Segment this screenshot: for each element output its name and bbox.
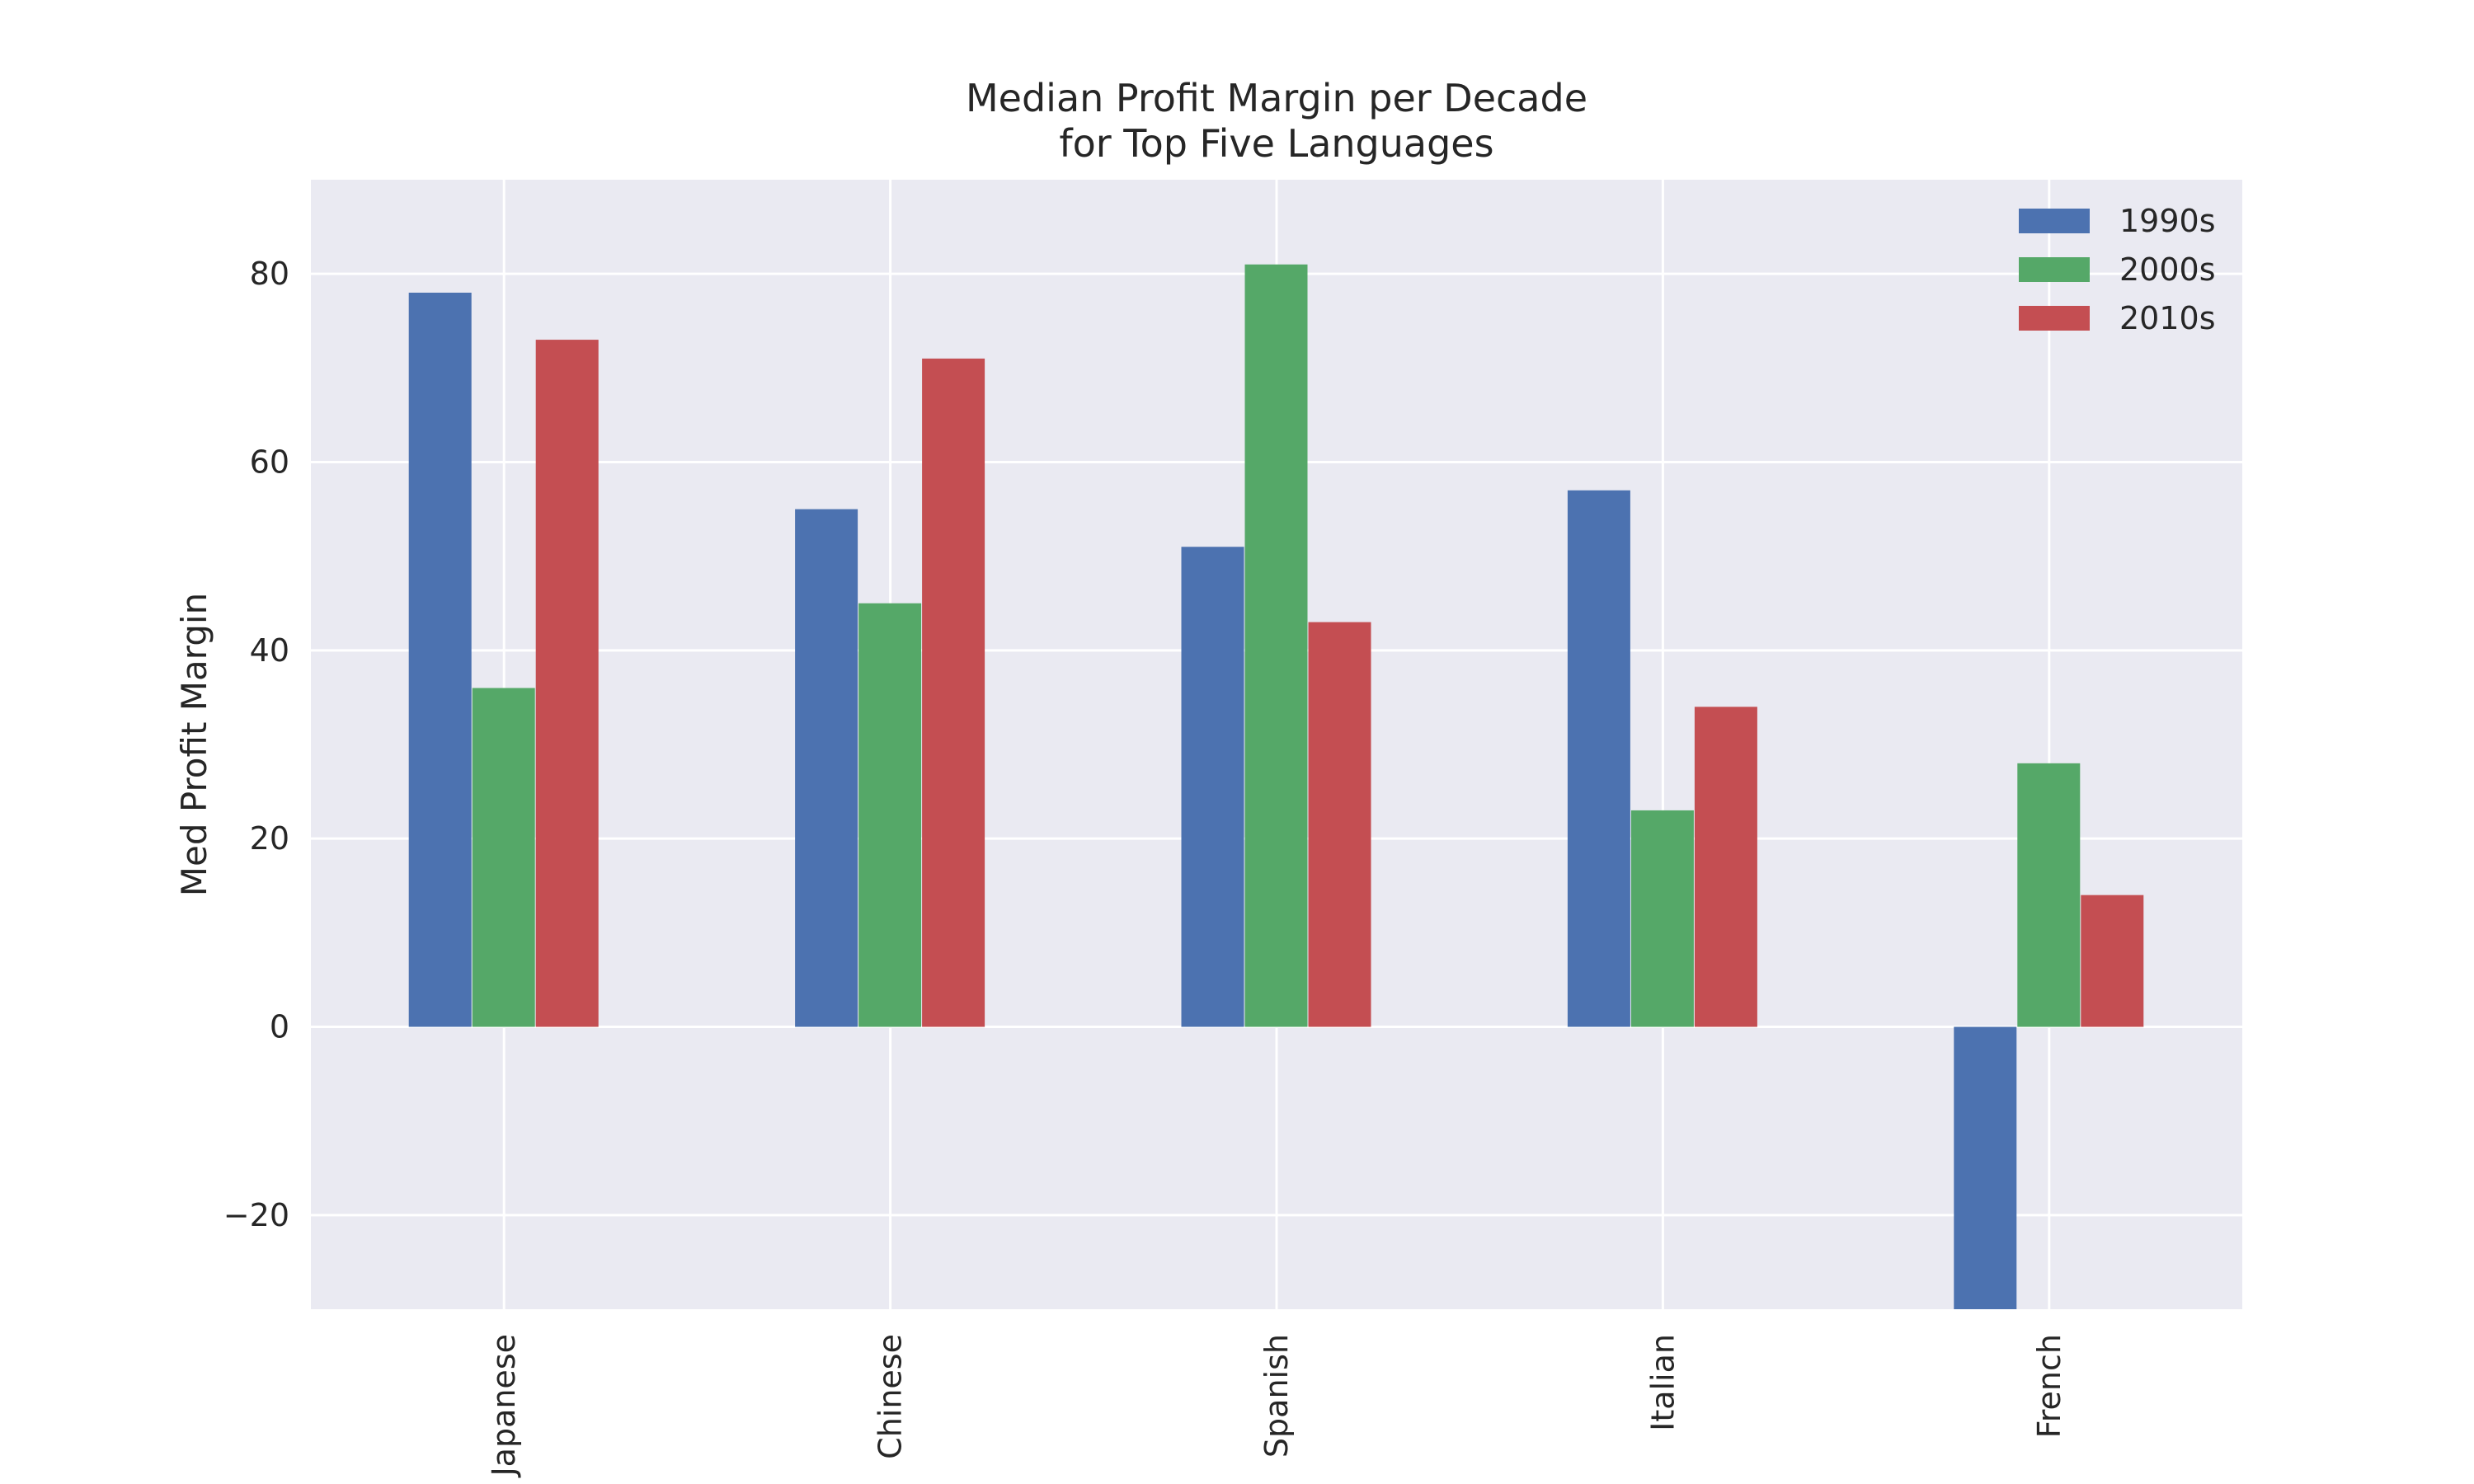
chart-title-line1: Median Profit Margin per Decade	[966, 76, 1587, 120]
x-tick-label: Chinese	[872, 1334, 909, 1459]
chart-title-line2: for Top Five Languages	[1059, 121, 1493, 166]
legend-label: 2010s	[2119, 300, 2216, 336]
x-tick-labels: Japanese Chinese Spanish Italian French	[486, 1334, 2067, 1478]
legend-swatch	[2019, 209, 2090, 233]
bar	[1954, 1026, 2017, 1309]
x-tick-label: Italian	[1644, 1334, 1681, 1431]
legend: 1990s 2000s 2010s	[2019, 203, 2216, 336]
y-tick-label: 40	[250, 632, 289, 669]
y-tick-label: 80	[250, 256, 289, 292]
bar	[408, 293, 472, 1027]
y-tick-labels: −20 0 20 40 60 80	[223, 256, 289, 1233]
legend-label: 2000s	[2119, 251, 2216, 288]
bar	[1630, 810, 1694, 1027]
bar	[2081, 895, 2144, 1027]
bar	[472, 688, 535, 1027]
x-tick-label: Japanese	[486, 1334, 522, 1478]
x-tick-label: Spanish	[1258, 1334, 1295, 1458]
bar	[922, 358, 985, 1027]
bar	[2017, 763, 2081, 1027]
y-tick-label: −20	[223, 1197, 289, 1233]
y-axis-label: Med Profit Margin	[174, 593, 214, 896]
x-tick-label: French	[2031, 1334, 2067, 1438]
bar	[535, 340, 599, 1027]
bar	[858, 603, 922, 1027]
y-tick-label: 20	[250, 820, 289, 857]
y-tick-label: 0	[270, 1009, 289, 1045]
bars	[408, 264, 2144, 1309]
legend-swatch	[2019, 306, 2090, 331]
y-tick-label: 60	[250, 444, 289, 481]
legend-swatch	[2019, 257, 2090, 282]
bar	[1308, 622, 1371, 1027]
bar	[1244, 264, 1308, 1027]
legend-label: 1990s	[2119, 203, 2216, 239]
bar	[1694, 707, 1757, 1027]
bar	[1567, 490, 1630, 1027]
bar	[795, 509, 858, 1027]
bar	[1181, 547, 1244, 1027]
